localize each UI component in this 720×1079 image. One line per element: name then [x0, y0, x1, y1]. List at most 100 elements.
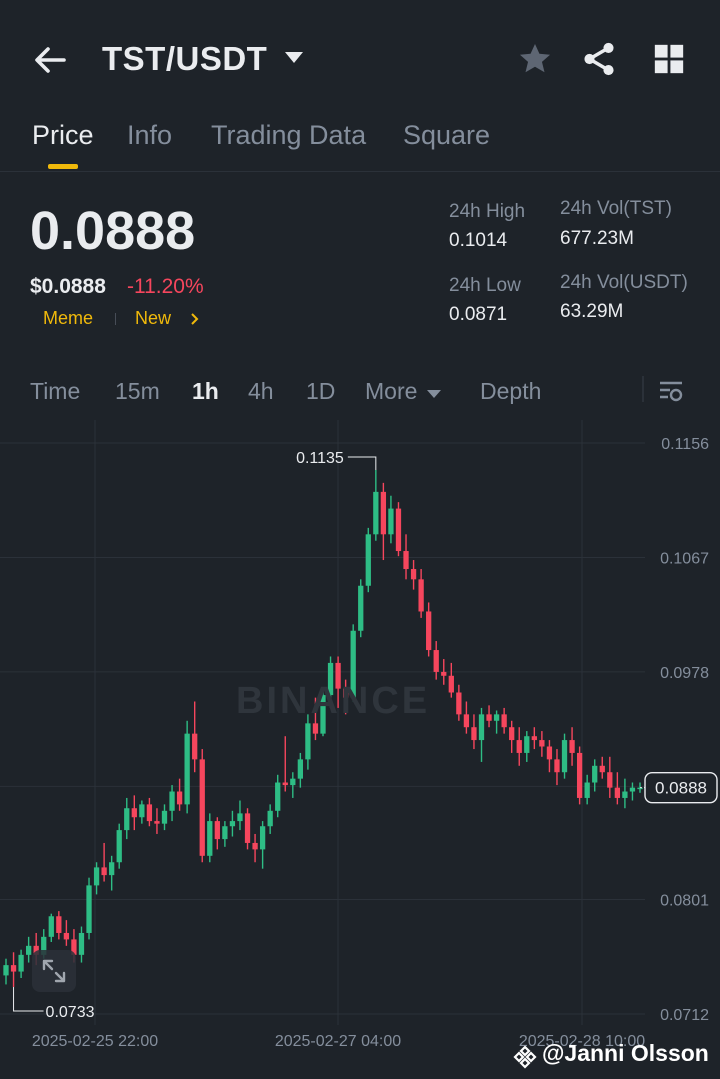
candle-body: [244, 813, 251, 843]
candle-body: [358, 585, 364, 631]
candle-body: [592, 765, 598, 783]
interval-depth[interactable]: Depth: [480, 378, 542, 404]
interval-1h[interactable]: 1h: [192, 378, 219, 404]
candle-body: [252, 842, 258, 850]
candle-body: [41, 936, 47, 955]
candle-body: [629, 787, 636, 792]
candle-body: [78, 932, 85, 955]
candle-body: [320, 695, 326, 734]
interval-1d[interactable]: 1D: [306, 378, 336, 404]
interval-more[interactable]: More: [365, 378, 418, 404]
candle-body: [456, 692, 462, 715]
candle-body: [554, 759, 560, 773]
high-label: 24h High: [449, 201, 526, 222]
candle-body: [478, 714, 485, 741]
vol-quote-value: 63.29M: [560, 301, 624, 322]
candle-body: [3, 965, 9, 976]
vol-base-value: 677.23M: [560, 228, 634, 249]
candle-body: [614, 787, 620, 798]
candle-body: [48, 916, 54, 937]
tag-separator: [115, 313, 116, 325]
candle-body: [403, 551, 409, 570]
tag-meme[interactable]: Meme: [43, 308, 94, 328]
candle-body: [327, 662, 334, 696]
tab-info[interactable]: Info: [127, 120, 173, 150]
tab-price[interactable]: Price: [32, 120, 94, 150]
candle-body: [275, 782, 281, 811]
candle-body: [56, 916, 62, 933]
candle-body: [192, 733, 198, 760]
candle-body: [546, 746, 553, 760]
share-icon[interactable]: [580, 40, 618, 78]
interval-time[interactable]: Time: [30, 378, 81, 404]
candle-body: [131, 808, 137, 818]
candle-body: [199, 759, 205, 856]
candle-body: [229, 821, 236, 827]
x-tick-label: 2025-02-28 10:00: [519, 1033, 645, 1050]
candle-body: [139, 804, 145, 818]
candle-body: [418, 579, 424, 612]
high-value: 0.1014: [449, 230, 508, 251]
max-price-leader: [347, 456, 377, 471]
usd-price: $0.0888: [30, 275, 106, 298]
candle-body: [380, 491, 387, 535]
y-tick-label: 0.0978: [660, 665, 709, 682]
top-bar: TST/USDT: [0, 0, 720, 110]
candle-body: [290, 778, 296, 786]
candle-body: [184, 733, 190, 805]
candle-body: [222, 826, 228, 840]
current-price-tag: [644, 771, 718, 804]
chart-svg[interactable]: 0.11560.10670.09780.08890.08010.07122025…: [0, 420, 720, 1079]
candlestick-chart[interactable]: 0.11560.10670.09780.08890.08010.07122025…: [0, 420, 720, 1079]
expand-chart-button[interactable]: [32, 950, 76, 992]
caret-down-icon[interactable]: [285, 52, 303, 63]
interval-15m[interactable]: 15m: [115, 378, 160, 404]
expand-icon: [42, 959, 66, 983]
candle-body: [93, 867, 100, 886]
candle-body: [259, 826, 266, 850]
candle-body: [531, 736, 537, 741]
vol-quote-label: 24h Vol(USDT): [560, 272, 688, 293]
tag-new[interactable]: New: [135, 308, 172, 328]
candle-body: [207, 821, 213, 856]
tab-bar: Price Info Trading Data Square: [0, 110, 720, 172]
tab-square[interactable]: Square: [403, 120, 491, 150]
price-change: -11.20%: [127, 275, 204, 298]
max-price-label: 0.1135: [296, 450, 344, 467]
candle-body: [305, 723, 311, 760]
candle-body: [146, 804, 153, 822]
candle-body: [26, 945, 32, 955]
pair-title[interactable]: TST/USDT: [102, 40, 268, 77]
candle-body: [161, 810, 168, 824]
grid-icon[interactable]: [652, 42, 686, 76]
candle-body: [433, 650, 439, 672]
candle-body: [176, 791, 183, 805]
candle-body: [214, 821, 220, 840]
candle-body: [622, 791, 628, 798]
star-icon[interactable]: [516, 40, 554, 78]
candle-body: [343, 688, 349, 698]
low-label: 24h Low: [449, 275, 521, 296]
candle-body: [516, 740, 522, 753]
candle-body: [335, 662, 341, 689]
candle-body: [297, 759, 303, 779]
candle-body: [486, 714, 492, 721]
chevron-right-icon[interactable]: [189, 312, 201, 326]
tab-trading-data[interactable]: Trading Data: [211, 120, 367, 150]
candle-body: [18, 954, 24, 972]
candle-body: [10, 965, 17, 972]
candle-body: [282, 782, 288, 786]
candle-body: [116, 830, 122, 863]
candle-body: [569, 740, 575, 753]
vol-base-label: 24h Vol(TST): [560, 198, 672, 219]
arrow-left-icon[interactable]: [30, 40, 70, 80]
chart-settings-icon[interactable]: [656, 376, 686, 406]
min-price-label: 0.0733: [46, 1004, 95, 1021]
candle-body: [124, 808, 130, 831]
candle-body: [524, 736, 530, 753]
caret-down-icon[interactable]: [427, 390, 441, 398]
candle-body: [501, 714, 507, 728]
y-tick-label: 0.1156: [661, 436, 709, 453]
interval-4h[interactable]: 4h: [248, 378, 274, 404]
candle-body: [373, 491, 379, 535]
